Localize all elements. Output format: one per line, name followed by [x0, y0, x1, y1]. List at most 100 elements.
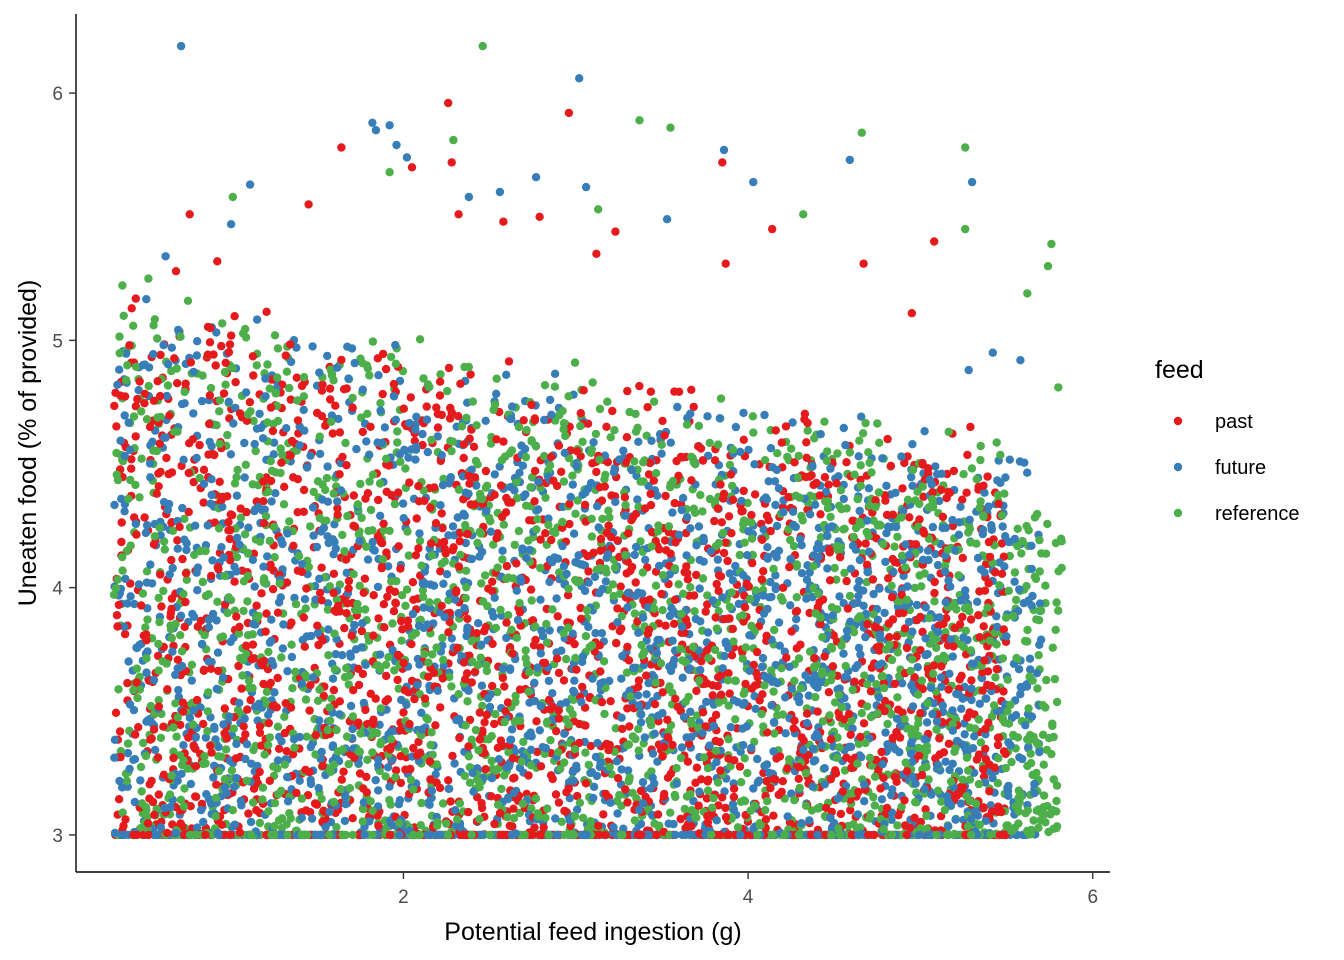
point-past	[507, 498, 516, 507]
point-reference	[628, 788, 637, 798]
point-future	[123, 748, 133, 758]
point-reference	[267, 466, 277, 475]
point-past	[636, 786, 646, 796]
point-reference	[170, 427, 179, 436]
point-past	[466, 370, 475, 379]
point-reference	[393, 438, 402, 447]
point-future	[826, 464, 835, 473]
point-reference	[291, 599, 301, 609]
point-reference	[727, 588, 736, 597]
point-future	[1015, 753, 1024, 762]
point-reference	[403, 527, 412, 536]
point-past	[362, 772, 371, 782]
point-future	[621, 511, 630, 520]
point-future	[502, 633, 511, 643]
point-future	[569, 529, 579, 538]
point-past	[191, 762, 201, 771]
point-reference	[455, 799, 465, 808]
point-reference	[357, 413, 366, 422]
point-past	[884, 619, 893, 628]
point-past	[710, 456, 720, 465]
point-past	[167, 555, 176, 565]
point-past	[716, 766, 725, 775]
point-reference	[182, 575, 191, 584]
point-past	[554, 668, 564, 678]
point-past	[604, 745, 613, 755]
point-reference	[270, 821, 279, 831]
point-past	[539, 823, 548, 832]
point-reference	[686, 790, 695, 799]
point-future	[572, 761, 581, 770]
point-past	[965, 708, 974, 717]
point-future	[187, 676, 196, 685]
point-past	[293, 508, 302, 517]
point-past	[735, 762, 745, 771]
point-reference	[179, 589, 188, 599]
point-future	[1010, 577, 1019, 586]
point-future	[908, 702, 918, 711]
point-future	[208, 609, 218, 619]
point-reference	[914, 731, 923, 740]
point-reference	[372, 728, 382, 738]
point-future	[773, 679, 782, 688]
point-reference	[983, 603, 992, 612]
point-past	[241, 730, 250, 739]
point-reference	[822, 447, 832, 456]
point-reference	[922, 811, 931, 820]
point-reference	[976, 455, 985, 465]
point-past	[602, 422, 611, 431]
point-past	[721, 803, 730, 813]
point-past	[149, 725, 159, 734]
point-future	[507, 725, 517, 734]
point-reference	[486, 517, 495, 526]
point-reference	[861, 418, 870, 428]
point-future	[149, 350, 158, 359]
point-reference	[533, 515, 542, 524]
point-reference	[142, 654, 151, 663]
point-future	[209, 773, 218, 782]
point-past	[671, 538, 680, 547]
point-past	[936, 811, 946, 821]
point-past	[230, 312, 239, 321]
point-reference	[263, 360, 272, 369]
point-future	[739, 741, 748, 750]
point-past	[281, 351, 290, 360]
point-future	[882, 529, 891, 538]
point-past	[729, 792, 739, 802]
point-reference	[1037, 549, 1046, 558]
point-future	[1019, 599, 1028, 608]
point-past	[331, 401, 340, 410]
point-reference	[396, 457, 405, 466]
point-past	[435, 391, 445, 400]
point-past	[623, 642, 632, 652]
point-past	[562, 788, 571, 797]
point-reference	[713, 778, 723, 787]
point-future	[415, 529, 424, 538]
point-future	[336, 486, 346, 495]
point-future	[335, 710, 344, 719]
point-past	[242, 507, 251, 517]
point-reference	[911, 496, 920, 505]
point-past	[117, 518, 126, 527]
point-past	[205, 338, 215, 347]
point-past	[676, 452, 686, 462]
point-past	[178, 698, 188, 707]
point-past	[824, 688, 834, 697]
point-past	[273, 673, 282, 683]
point-past	[509, 774, 518, 783]
point-reference	[856, 461, 865, 470]
point-reference	[571, 509, 580, 518]
point-reference	[510, 540, 519, 550]
point-future	[759, 525, 768, 534]
point-reference	[966, 646, 976, 655]
point-past	[702, 794, 712, 803]
point-reference	[129, 321, 138, 330]
point-past	[396, 725, 405, 735]
point-future	[391, 340, 400, 350]
point-reference	[737, 778, 746, 787]
point-past	[481, 466, 491, 476]
point-past	[488, 639, 497, 649]
point-reference	[581, 632, 591, 641]
point-reference	[454, 485, 464, 494]
point-reference	[570, 358, 580, 367]
